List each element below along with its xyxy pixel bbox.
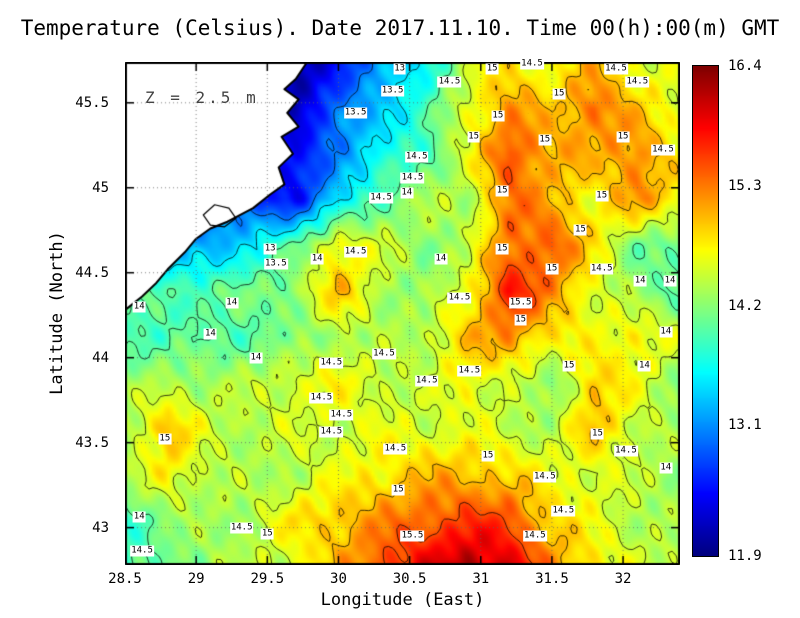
contour-label: 14.5 (343, 246, 368, 258)
chart-title: Temperature (Celsius). Date 2017.11.10. … (20, 16, 780, 40)
contour-label: 14.5 (372, 348, 396, 360)
contour-label: 14.5 (383, 443, 408, 455)
contour-label: 14.5 (457, 365, 482, 377)
contour-label: 14.5 (309, 392, 334, 404)
contour-label: 14.5 (447, 292, 472, 304)
x-tick-label: 32 (614, 571, 632, 587)
colorbar-tick-label: 15.3 (728, 177, 762, 194)
contour-label: 14.5 (551, 505, 576, 517)
contour-label: 13 (263, 243, 277, 255)
x-tick-label: 31 (472, 571, 490, 587)
x-tick-label: 30.5 (392, 571, 427, 587)
contour-label: 15 (260, 528, 274, 540)
contour-label: 13.5 (264, 258, 288, 270)
contour-label: 15 (595, 190, 609, 202)
x-tick-label: 31.5 (535, 571, 569, 587)
contour-label: 14 (203, 328, 217, 340)
colorbar-tick-label: 13.1 (728, 417, 762, 434)
x-axis-ticks: 28.5 29 29.5 30 30.5 31 31.5 32 (108, 571, 680, 591)
contour-label: 14 (434, 253, 448, 265)
contour-label: 15.5 (508, 297, 533, 309)
x-tick-label: 29 (187, 571, 205, 587)
contour-label: 14 (225, 297, 239, 309)
contour-label: 14 (638, 360, 651, 372)
contour-label: 14.5 (319, 426, 344, 438)
plot-area: Z = 2.5 m 13 13.5 13.5 14.5 15 14.5 14.5 15 14.5… (125, 58, 680, 565)
contour-label: 14.5 (404, 151, 429, 163)
contour-label: 14.5 (130, 545, 154, 557)
contour-label: 15 (391, 484, 405, 496)
contour-label: 14 (633, 275, 647, 287)
y-axis-label: Latitude (North) (47, 231, 67, 395)
contour-label: 15.5 (400, 530, 425, 542)
contour-label: 14.5 (319, 357, 344, 369)
colorbar-tick-labels: 16.4 15.3 14.2 13.1 11.9 (728, 58, 788, 564)
contour-label: 14.5 (604, 63, 628, 75)
contour-label: 15 (514, 314, 528, 326)
contour-label: 14.5 (229, 522, 254, 534)
x-tick-label: 28.5 (108, 571, 142, 587)
contour-label: 14.5 (369, 192, 393, 204)
contour-label: 14 (659, 326, 673, 338)
contour-label: 15 (485, 63, 499, 75)
y-tick-label: 44 (92, 349, 109, 366)
colorbar-tick-label: 16.4 (728, 58, 762, 74)
contour-label: 13.5 (343, 107, 368, 119)
contour-label: 14 (310, 253, 324, 265)
y-tick-label: 43.5 (75, 434, 109, 451)
y-axis-ticks: 45.5 45 44.5 44 43.5 43 (0, 62, 117, 565)
contour-label: 14 (659, 462, 673, 474)
contour-label: 14.5 (532, 471, 557, 483)
contour-label: 15 (495, 185, 509, 197)
y-tick-label: 44.5 (75, 264, 109, 281)
x-tick-label: 30 (330, 571, 347, 587)
colorbar-gradient (692, 65, 719, 557)
contour-label: 15 (562, 360, 576, 372)
x-axis-label: Longitude (East) (320, 590, 485, 610)
contour-label: 15 (552, 88, 566, 100)
contour-label: 15 (158, 433, 172, 445)
colorbar-tick-label: 11.9 (728, 548, 762, 564)
contour-label: 14.5 (414, 375, 439, 387)
contour-label: 13.5 (380, 85, 405, 97)
temperature-map-canvas (125, 62, 680, 565)
contour-label: 13 (393, 63, 407, 75)
contour-label: 14.5 (614, 445, 638, 457)
contour-label: 14 (132, 511, 146, 523)
contour-label: 14.5 (523, 530, 547, 542)
contour-label: 14.5 (400, 172, 425, 184)
contour-label: 14.5 (437, 76, 462, 88)
contour-label: 14.5 (625, 76, 650, 88)
contour-label: 14 (663, 275, 677, 287)
contour-label: 15 (467, 131, 481, 143)
contour-label: 14.5 (520, 58, 544, 70)
y-tick-label: 45 (92, 179, 109, 196)
colorbar (692, 65, 719, 557)
contour-label: 15 (495, 243, 509, 255)
contour-label: 15 (616, 131, 630, 143)
contour-label: 15 (591, 428, 604, 440)
contour-label: 15 (573, 224, 587, 236)
contour-label: 15 (538, 134, 552, 146)
depth-annotation: Z = 2.5 m (145, 88, 259, 107)
contour-label: 14.5 (329, 409, 354, 421)
colorbar-tick-label: 14.2 (728, 297, 762, 314)
contour-label: 14 (400, 187, 414, 199)
contour-label: 14 (249, 352, 263, 364)
contour-label: 15 (545, 263, 559, 275)
contour-label: 15 (481, 450, 495, 462)
x-tick-label: 29.5 (250, 571, 285, 587)
contour-label: 14.5 (589, 263, 614, 275)
y-tick-label: 43 (92, 519, 109, 536)
contour-label: 14.5 (651, 144, 675, 156)
contour-label: 15 (491, 110, 505, 122)
y-tick-label: 45.5 (75, 94, 109, 111)
contour-label: 14 (132, 301, 146, 313)
